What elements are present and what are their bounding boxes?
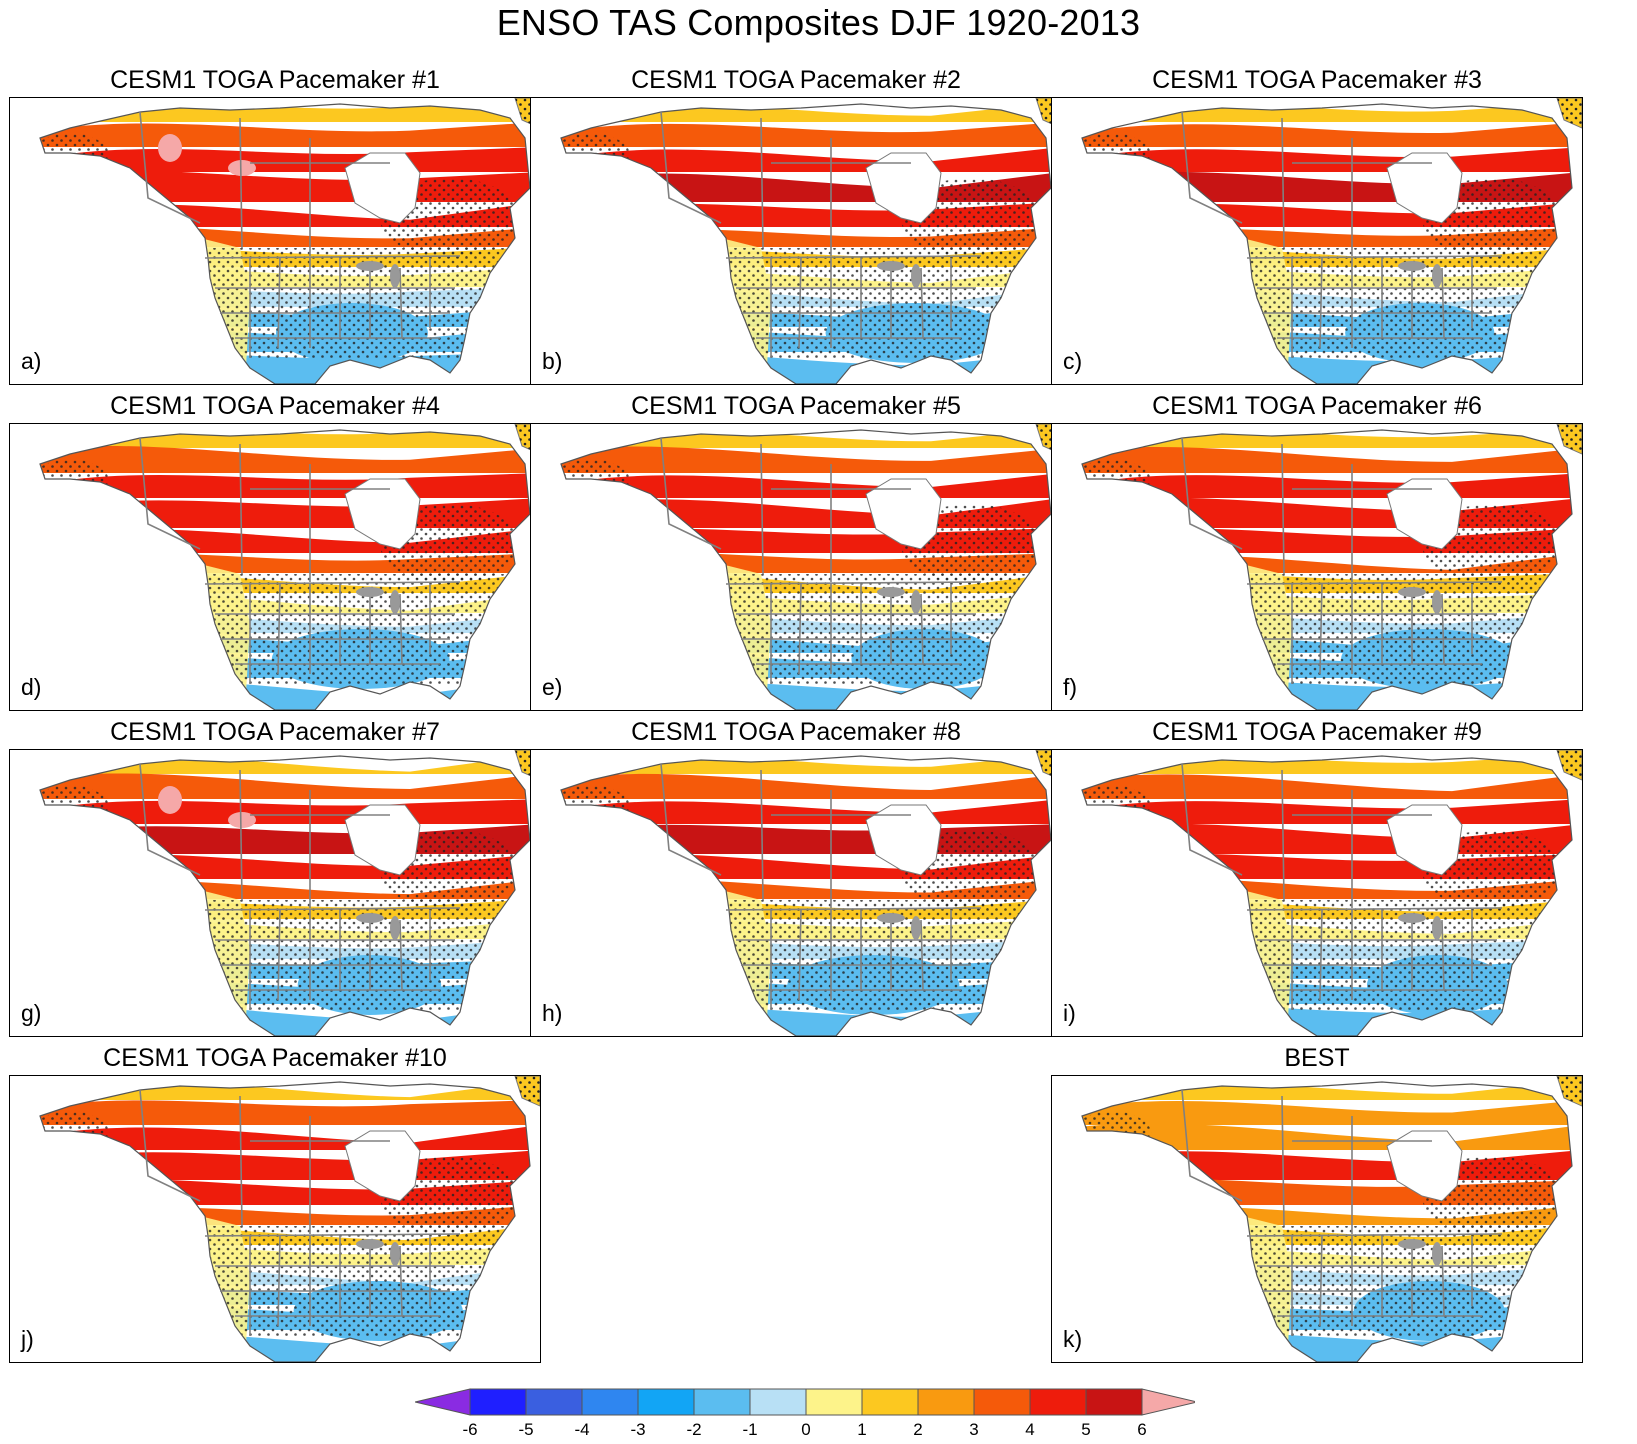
panel-letter: d)	[21, 674, 42, 700]
north-america-map	[1081, 1076, 1582, 1362]
map-panel: CESM1 TOGA Pacemaker #1 a)	[9, 66, 541, 385]
panel-title: CESM1 TOGA Pacemaker #6	[1152, 392, 1482, 420]
map-frame: h)	[530, 749, 1062, 1037]
map-panel: CESM1 TOGA Pacemaker #8 h)	[530, 718, 1062, 1037]
panel-title: CESM1 TOGA Pacemaker #7	[110, 718, 440, 746]
north-america-map	[560, 424, 1061, 710]
panel-letter: e)	[542, 674, 563, 700]
map-frame: c)	[1051, 97, 1583, 385]
colorbar-tick-label: 1	[857, 1420, 866, 1439]
colorbar-tick-label: 6	[1137, 1420, 1146, 1439]
colorbar-tick-label: -4	[574, 1420, 589, 1439]
map-panel: CESM1 TOGA Pacemaker #2 b)	[530, 66, 1062, 385]
colorbar-cell	[805, 1388, 863, 1416]
colorbar: -6 -5 -4 -3 -2 -1 0 1 2 3 4 5 6	[415, 1388, 1195, 1439]
map-panel: CESM1 TOGA Pacemaker #5 e)	[530, 392, 1062, 711]
colorbar-cell	[917, 1388, 975, 1416]
map-frame: f)	[1051, 423, 1583, 711]
map-panel: BEST k)	[1051, 1044, 1583, 1363]
north-america-map	[1081, 98, 1582, 384]
north-america-map	[1081, 424, 1582, 710]
north-america-map	[1081, 750, 1582, 1036]
map-panel: CESM1 TOGA Pacemaker #4 d)	[9, 392, 541, 711]
colorbar-tick-label: -5	[518, 1420, 533, 1439]
colorbar-cell	[1085, 1388, 1143, 1416]
colorbar-cell	[861, 1388, 919, 1416]
panel-letter: k)	[1063, 1326, 1083, 1352]
panel-letter: g)	[21, 1000, 42, 1026]
colorbar-tick-label: 5	[1081, 1420, 1090, 1439]
panel-letter: h)	[542, 1000, 563, 1026]
colorbar-tick-label: -1	[742, 1420, 757, 1439]
panel-title: CESM1 TOGA Pacemaker #9	[1152, 718, 1482, 746]
map-frame: k)	[1051, 1075, 1583, 1363]
north-america-map	[39, 98, 540, 384]
map-panel: CESM1 TOGA Pacemaker #9 i)	[1051, 718, 1583, 1037]
colorbar-cell	[581, 1388, 639, 1416]
colorbar-cell	[749, 1388, 807, 1416]
colorbar-tick-label: 2	[913, 1420, 922, 1439]
panel-letter: f)	[1063, 674, 1078, 700]
figure-title: ENSO TAS Composites DJF 1920-2013	[496, 2, 1141, 43]
panel-title: CESM1 TOGA Pacemaker #10	[103, 1044, 447, 1072]
map-frame: i)	[1051, 749, 1583, 1037]
north-america-map	[39, 1076, 540, 1362]
colorbar-tick-label: 4	[1025, 1420, 1034, 1439]
colorbar-cell	[525, 1388, 583, 1416]
colorbar-tick-label: -6	[462, 1420, 477, 1439]
map-panel: CESM1 TOGA Pacemaker #6 f)	[1051, 392, 1583, 711]
map-frame: j)	[9, 1075, 541, 1363]
colorbar-tick-label: 3	[969, 1420, 978, 1439]
panel-title: CESM1 TOGA Pacemaker #1	[110, 66, 440, 94]
colorbar-tick-label: -3	[630, 1420, 645, 1439]
colorbar-min-triangle	[415, 1388, 471, 1416]
north-america-map	[560, 750, 1061, 1036]
panel-title: CESM1 TOGA Pacemaker #4	[110, 392, 440, 420]
map-panel: CESM1 TOGA Pacemaker #7 g)	[9, 718, 541, 1037]
panel-letter: c)	[1063, 348, 1083, 374]
north-america-map	[560, 98, 1061, 384]
north-america-map	[39, 750, 540, 1036]
panel-letter: j)	[21, 1326, 34, 1352]
map-frame: d)	[9, 423, 541, 711]
panel-letter: i)	[1063, 1000, 1076, 1026]
panel-letter: b)	[542, 348, 563, 374]
map-panel: CESM1 TOGA Pacemaker #3 c)	[1051, 66, 1583, 385]
panel-title: CESM1 TOGA Pacemaker #8	[631, 718, 961, 746]
map-frame: a)	[9, 97, 541, 385]
panel-title: BEST	[1284, 1044, 1350, 1072]
panel-title: CESM1 TOGA Pacemaker #3	[1152, 66, 1482, 94]
colorbar-cell	[693, 1388, 751, 1416]
colorbar-tick-label: 0	[801, 1420, 810, 1439]
colorbar-tick-label: -2	[686, 1420, 701, 1439]
colorbar-cell	[637, 1388, 695, 1416]
map-panel: CESM1 TOGA Pacemaker #10 j)	[9, 1044, 541, 1363]
panel-title: CESM1 TOGA Pacemaker #2	[631, 66, 961, 94]
map-frame: b)	[530, 97, 1062, 385]
colorbar-max-triangle	[1141, 1388, 1195, 1416]
colorbar-cell	[973, 1388, 1031, 1416]
colorbar-cell	[1029, 1388, 1087, 1416]
north-america-map	[39, 424, 540, 710]
map-frame: e)	[530, 423, 1062, 711]
map-frame: g)	[9, 749, 541, 1037]
colorbar-cell	[469, 1388, 527, 1416]
panel-letter: a)	[21, 348, 42, 374]
panel-title: CESM1 TOGA Pacemaker #5	[631, 392, 961, 420]
